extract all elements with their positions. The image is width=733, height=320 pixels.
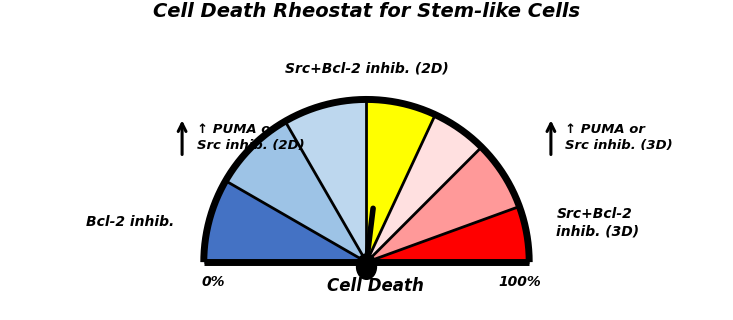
Text: ↑ PUMA or
Src inhib. (3D): ↑ PUMA or Src inhib. (3D)	[565, 123, 673, 152]
Text: 0%: 0%	[201, 275, 224, 289]
Wedge shape	[366, 100, 435, 262]
Wedge shape	[366, 206, 529, 262]
Wedge shape	[366, 115, 482, 262]
Wedge shape	[366, 147, 520, 262]
Text: 100%: 100%	[498, 275, 542, 289]
Wedge shape	[226, 121, 366, 262]
Text: Cell Death: Cell Death	[327, 276, 424, 295]
Text: Cell Death Rheostat for Stem-like Cells: Cell Death Rheostat for Stem-like Cells	[153, 2, 580, 21]
Wedge shape	[285, 100, 366, 262]
Text: Bcl-2 inhib.: Bcl-2 inhib.	[86, 215, 174, 229]
Wedge shape	[204, 181, 366, 262]
Text: Src+Bcl-2 inhib. (2D): Src+Bcl-2 inhib. (2D)	[284, 62, 449, 76]
Text: Src+Bcl-2
inhib. (3D): Src+Bcl-2 inhib. (3D)	[556, 207, 639, 238]
Text: ↑ PUMA or
Src inhib. (2D): ↑ PUMA or Src inhib. (2D)	[196, 123, 304, 152]
Ellipse shape	[356, 254, 377, 279]
